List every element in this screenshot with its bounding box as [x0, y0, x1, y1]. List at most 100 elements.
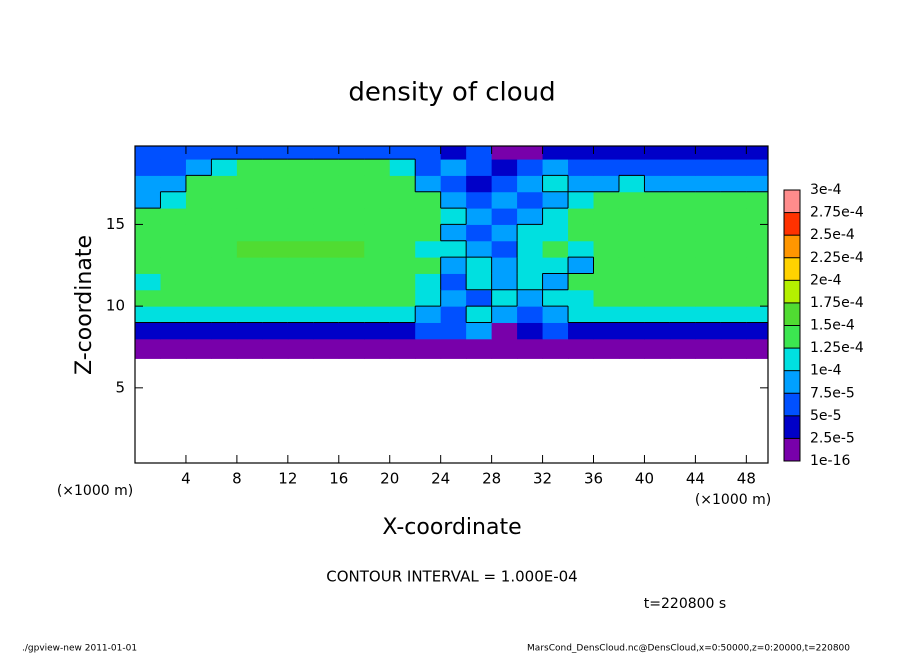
heat-cell	[389, 322, 416, 340]
heat-cell	[695, 175, 722, 193]
heat-cell	[287, 240, 314, 258]
heat-cell	[618, 338, 645, 359]
heat-cell	[720, 273, 747, 291]
heat-cell	[236, 191, 263, 209]
heat-cell	[618, 306, 645, 323]
heat-cell	[593, 257, 620, 274]
heat-cell	[466, 191, 493, 209]
heat-cell	[338, 240, 365, 258]
heat-cell	[618, 191, 645, 209]
heat-cell	[313, 322, 340, 340]
heat-cell	[211, 175, 238, 193]
heat-cell	[669, 159, 696, 176]
heat-cell	[389, 175, 416, 193]
heat-cell	[466, 146, 493, 160]
x-tick-label: 16	[329, 470, 348, 488]
colorbar-swatch	[784, 235, 800, 258]
x-tick-label: 24	[431, 470, 450, 488]
heat-cell	[211, 191, 238, 209]
heat-cell	[746, 208, 769, 225]
colorbar-label: 2.5e-4	[810, 227, 855, 243]
heat-cell	[466, 273, 493, 291]
heat-cell	[720, 257, 747, 274]
heat-cell	[313, 273, 340, 291]
heat-cell	[185, 240, 212, 258]
heat-cell	[669, 224, 696, 242]
heat-cell	[593, 240, 620, 258]
heat-cell	[211, 273, 238, 291]
heat-cell	[466, 338, 493, 359]
heat-cell	[746, 322, 769, 340]
heat-cell	[593, 146, 620, 160]
heat-cell	[338, 289, 365, 307]
colorbar-label: 2e-4	[810, 272, 842, 288]
heat-cell	[160, 208, 187, 225]
heat-cell	[618, 273, 645, 291]
heat-cell	[236, 338, 263, 359]
heat-cell	[364, 257, 391, 274]
time-label: t=220800 s	[644, 596, 726, 612]
heat-cell	[491, 191, 518, 209]
heat-cell	[389, 257, 416, 274]
heat-cell	[720, 289, 747, 307]
heat-cell	[593, 322, 620, 340]
heat-cell	[568, 322, 595, 340]
heat-cell	[262, 175, 289, 193]
heat-cell	[338, 273, 365, 291]
heat-cell	[542, 338, 569, 359]
heat-cell	[568, 273, 595, 291]
x-tick-label: 20	[380, 470, 399, 488]
colorbar-swatch	[784, 257, 800, 281]
heat-cell	[746, 175, 769, 193]
heat-cell	[364, 273, 391, 291]
heat-cell	[695, 322, 722, 340]
heat-cell	[542, 224, 569, 242]
heat-cell	[364, 175, 391, 193]
heat-cell	[135, 146, 161, 160]
heat-cell	[364, 159, 391, 176]
heat-cell	[593, 306, 620, 323]
heat-cell	[568, 159, 595, 176]
heat-cell	[313, 338, 340, 359]
heat-cell	[185, 273, 212, 291]
heat-cell	[568, 338, 595, 359]
heat-cell	[669, 322, 696, 340]
heat-cell	[185, 175, 212, 193]
heat-cell	[236, 257, 263, 274]
heat-cell	[593, 159, 620, 176]
heat-cell	[160, 175, 187, 193]
heat-cell	[593, 289, 620, 307]
heat-cell	[389, 273, 416, 291]
heat-cell	[313, 306, 340, 323]
heat-cell	[415, 273, 442, 291]
heat-cell	[211, 306, 238, 323]
heat-cell	[517, 257, 544, 274]
heat-cell	[568, 306, 595, 323]
heat-cell	[695, 208, 722, 225]
heat-cell	[236, 159, 263, 176]
heat-cell	[135, 257, 161, 274]
heat-cell	[135, 224, 161, 242]
heat-cell	[135, 175, 161, 193]
colorbar-label: 2.75e-4	[810, 205, 864, 221]
heat-cell	[593, 191, 620, 209]
heat-cell	[313, 175, 340, 193]
heat-cell	[669, 208, 696, 225]
colorbar-swatch	[784, 280, 800, 303]
heat-cell	[517, 224, 544, 242]
heat-cell	[466, 208, 493, 225]
heat-cell	[669, 338, 696, 359]
x-axis-label: X-coordinate	[382, 515, 521, 540]
heat-cell	[644, 146, 671, 160]
heat-cell	[415, 208, 442, 225]
heat-cell	[211, 159, 238, 176]
heat-cell	[491, 338, 518, 359]
heat-cell	[720, 240, 747, 258]
heat-cell	[440, 289, 467, 307]
heat-cell	[389, 191, 416, 209]
heat-cell	[746, 224, 769, 242]
heat-cell	[669, 240, 696, 258]
heat-cell	[669, 306, 696, 323]
heat-cell	[364, 289, 391, 307]
colorbar-label: 2.5e-5	[810, 430, 855, 446]
